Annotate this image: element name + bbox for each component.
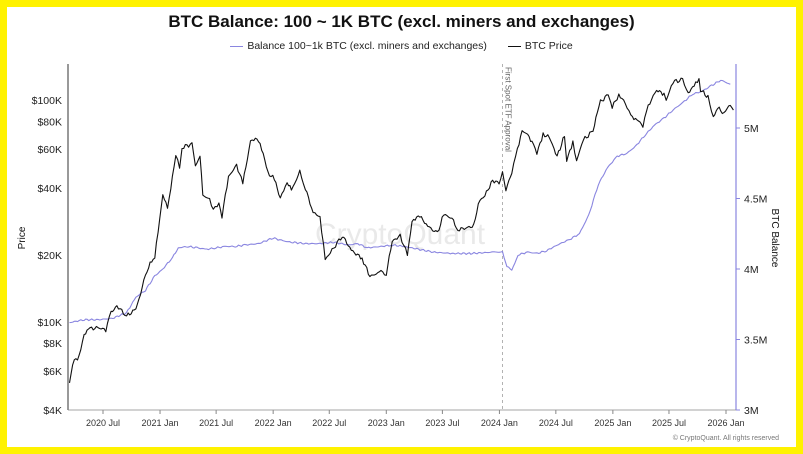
x-tick-label: 2024 Jan — [481, 418, 518, 428]
chart-title: BTC Balance: 100 ~ 1K BTC (excl. miners … — [168, 12, 635, 31]
x-tick-label: 2022 Jul — [312, 418, 346, 428]
copyright-text: © CryptoQuant. All rights reserved — [673, 434, 779, 442]
y-right-axis-label: BTC Balance — [769, 209, 780, 268]
y-right-tick-label: 3M — [744, 405, 759, 417]
x-tick-label: 2020 Jul — [86, 418, 120, 428]
y-left-tick-label: $80K — [37, 116, 62, 128]
legend-item-balance[interactable]: Balance 100~1k BTC (excl. miners and exc… — [230, 40, 487, 52]
y-left-tick-label: $8K — [43, 338, 62, 350]
legend-label-balance: Balance 100~1k BTC (excl. miners and exc… — [247, 40, 487, 52]
y-right-tick-label: 4.5M — [744, 194, 767, 206]
price-series-line — [68, 77, 734, 383]
x-tick-label: 2022 Jan — [255, 418, 292, 428]
legend-item-price[interactable]: BTC Price — [507, 40, 573, 52]
y-left-ticks: $100K $80K $60K $40K $20K $10K $8K $6K $4K — [32, 95, 62, 417]
legend-swatch-price — [507, 45, 521, 47]
y-right-ticks: 5M 4.5M 4M 3.5M 3M — [736, 123, 767, 417]
x-tick-label: 2021 Jan — [142, 418, 179, 428]
y-left-tick-label: $10K — [37, 317, 62, 329]
y-right-tick-label: 5M — [744, 123, 759, 135]
y-left-tick-label: $100K — [32, 95, 62, 107]
x-tick-label: 2023 Jan — [368, 418, 405, 428]
y-left-tick-label: $60K — [37, 144, 62, 156]
y-left-tick-label: $4K — [43, 405, 62, 417]
y-left-axis-label: Price — [17, 226, 28, 249]
legend-label-price: BTC Price — [524, 40, 573, 52]
y-left-tick-label: $40K — [37, 183, 62, 195]
x-tick-label: 2025 Jan — [594, 418, 631, 428]
x-tick-label: 2021 Jul — [199, 418, 233, 428]
etf-approval-label: First Spot ETF Approval — [504, 67, 513, 152]
y-left-tick-label: $6K — [43, 366, 62, 378]
chart-legend: Balance 100~1k BTC (excl. miners and exc… — [0, 40, 803, 52]
y-right-tick-label: 4M — [744, 264, 759, 276]
x-tick-label: 2023 Jul — [425, 418, 459, 428]
x-tick-label: 2025 Jul — [652, 418, 686, 428]
y-left-tick-label: $20K — [37, 250, 62, 262]
legend-swatch-balance — [230, 45, 244, 47]
x-tick-label: 2026 Jan — [707, 418, 744, 428]
y-right-tick-label: 3.5M — [744, 335, 767, 347]
x-ticks: 2020 Jul 2021 Jan 2021 Jul 2022 Jan 2022 Jul… — [86, 410, 745, 428]
balance-series-line — [69, 79, 731, 324]
x-tick-label: 2024 Jul — [539, 418, 573, 428]
